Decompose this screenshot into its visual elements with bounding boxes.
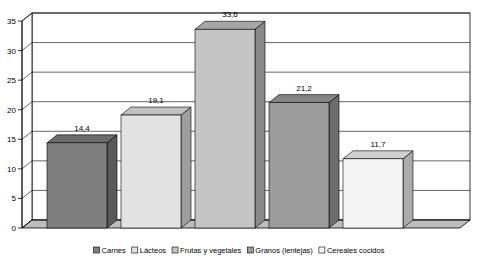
- bar: [195, 29, 255, 228]
- y-tick: [18, 198, 22, 199]
- y-tick: [18, 50, 22, 51]
- bar: [121, 115, 181, 228]
- bar-top: [269, 95, 339, 103]
- chart-svg: 0 5 10 15 20 25 30 35 14,4 19,1 33,6 21,2 11,7 Carnes…: [0, 0, 478, 263]
- bar-top: [343, 151, 413, 159]
- grid-line: [32, 13, 470, 14]
- bars: [47, 21, 413, 228]
- legend-label: Cereales cocidos: [327, 246, 385, 255]
- y-tick-label: 20: [7, 106, 16, 115]
- legend-swatch: [94, 247, 100, 253]
- y-tick: [18, 109, 22, 110]
- grid-line-side: [22, 131, 32, 139]
- bar: [343, 159, 403, 228]
- bar-side: [107, 135, 117, 228]
- legend-swatch: [247, 247, 253, 253]
- y-tick: [18, 80, 22, 81]
- side-wall: [22, 13, 32, 228]
- legend-label: Granos (lentejas): [255, 246, 313, 255]
- grid-line-side: [22, 72, 32, 80]
- y-tick-label: 35: [7, 17, 16, 26]
- grid-line-side: [22, 13, 32, 21]
- bar-side: [181, 107, 191, 228]
- y-tick-label: 0: [12, 224, 17, 233]
- grid-line-side: [22, 190, 32, 198]
- legend-label: Frutas y vegetales: [180, 246, 242, 255]
- legend-swatch: [132, 247, 138, 253]
- data-label: 11,7: [371, 140, 387, 149]
- y-tick-label: 10: [7, 165, 16, 174]
- y-tick: [18, 228, 22, 229]
- y-tick-label: 25: [7, 76, 16, 85]
- data-label: 21,2: [296, 84, 312, 93]
- y-tick: [18, 168, 22, 169]
- y-axis: [22, 21, 23, 228]
- legend-label: Carnes: [102, 246, 126, 255]
- bar-side: [255, 21, 265, 228]
- y-tick-label: 30: [7, 47, 16, 56]
- bar: [269, 103, 329, 228]
- bar-top: [47, 135, 117, 143]
- bar-top: [121, 107, 191, 115]
- data-label: 33,6: [222, 10, 238, 19]
- y-tick-label: 5: [12, 194, 17, 203]
- bar: [47, 143, 107, 228]
- legend-label: Lácteos: [140, 246, 167, 255]
- data-label: 19,1: [148, 96, 164, 105]
- bar-top: [195, 21, 265, 29]
- data-label: 14,4: [74, 124, 90, 133]
- y-tick: [18, 139, 22, 140]
- bar-side: [403, 151, 413, 228]
- grid-line-side: [22, 102, 32, 110]
- y-tick: [18, 21, 22, 22]
- legend-swatch: [172, 247, 178, 253]
- y-tick-label: 15: [7, 135, 16, 144]
- legend-swatch: [319, 247, 325, 253]
- grid-line-side: [22, 220, 32, 228]
- bar-side: [329, 95, 339, 228]
- legend: Carnes Lácteos Frutas y vegetales Granos (l…: [94, 246, 385, 255]
- grid-line-side: [22, 43, 32, 51]
- chart-container: 0 5 10 15 20 25 30 35 14,4 19,1 33,6 21,2 11,7 Carnes…: [0, 0, 478, 263]
- grid-line-side: [22, 161, 32, 169]
